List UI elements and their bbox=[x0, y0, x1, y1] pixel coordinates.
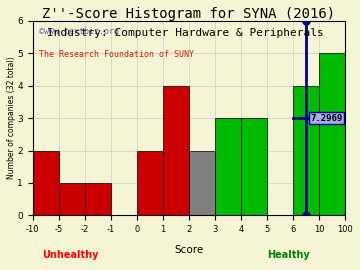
Bar bbox=[85, 183, 111, 215]
Bar bbox=[215, 118, 241, 215]
Bar bbox=[137, 151, 163, 215]
Bar bbox=[293, 86, 319, 215]
Bar bbox=[59, 183, 85, 215]
Bar bbox=[241, 118, 267, 215]
Text: Healthy: Healthy bbox=[267, 250, 310, 260]
Text: 7.2969: 7.2969 bbox=[310, 114, 342, 123]
Bar bbox=[33, 151, 59, 215]
Y-axis label: Number of companies (32 total): Number of companies (32 total) bbox=[7, 57, 16, 180]
Text: Industry: Computer Hardware & Peripherals: Industry: Computer Hardware & Peripheral… bbox=[47, 28, 324, 38]
Text: ©www.textbiz.org: ©www.textbiz.org bbox=[39, 27, 119, 36]
Title: Z''-Score Histogram for SYNA (2016): Z''-Score Histogram for SYNA (2016) bbox=[42, 7, 336, 21]
Bar bbox=[163, 86, 189, 215]
Text: The Research Foundation of SUNY: The Research Foundation of SUNY bbox=[39, 50, 194, 59]
Text: Unhealthy: Unhealthy bbox=[42, 250, 99, 260]
X-axis label: Score: Score bbox=[174, 245, 204, 255]
Bar bbox=[189, 151, 215, 215]
Bar bbox=[319, 53, 345, 215]
